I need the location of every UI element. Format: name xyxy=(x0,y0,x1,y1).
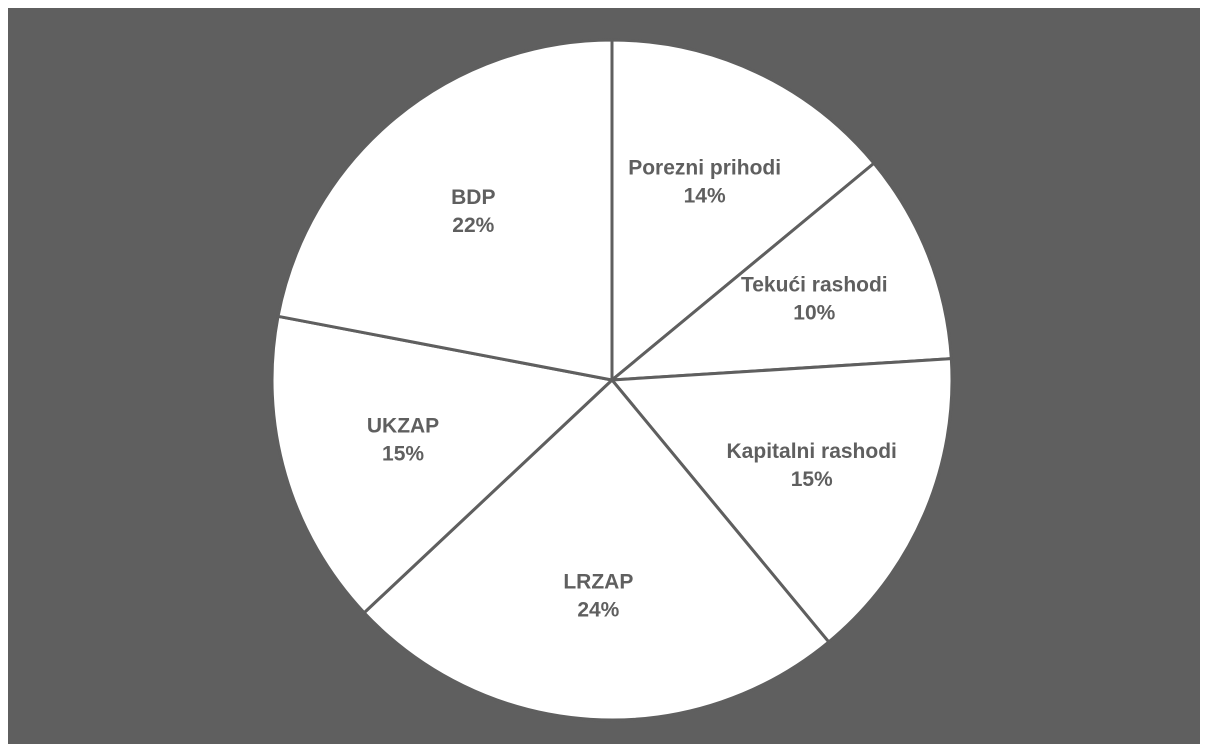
pie-slice xyxy=(362,378,831,722)
slice-value-label: 14% xyxy=(684,185,726,208)
slice-value-label: 15% xyxy=(791,468,833,491)
slice-label: Porezni prihodi xyxy=(628,157,781,180)
slice-label: LRZAP xyxy=(563,571,633,594)
pie-slice xyxy=(610,38,876,382)
slice-value-label: 10% xyxy=(793,301,835,324)
pie-slice xyxy=(276,38,614,382)
pie-slice xyxy=(610,161,953,382)
pie-slice xyxy=(270,314,614,615)
slice-value-label: 22% xyxy=(452,214,494,237)
slice-label: Tekući rashodi xyxy=(741,273,888,296)
slice-label: BDP xyxy=(451,186,495,209)
pie-slice xyxy=(610,357,954,644)
slice-value-label: 15% xyxy=(382,442,424,465)
slice-label: Kapitalni rashodi xyxy=(727,440,897,463)
slice-label: UKZAP xyxy=(367,414,439,437)
slice-value-label: 24% xyxy=(577,599,619,622)
